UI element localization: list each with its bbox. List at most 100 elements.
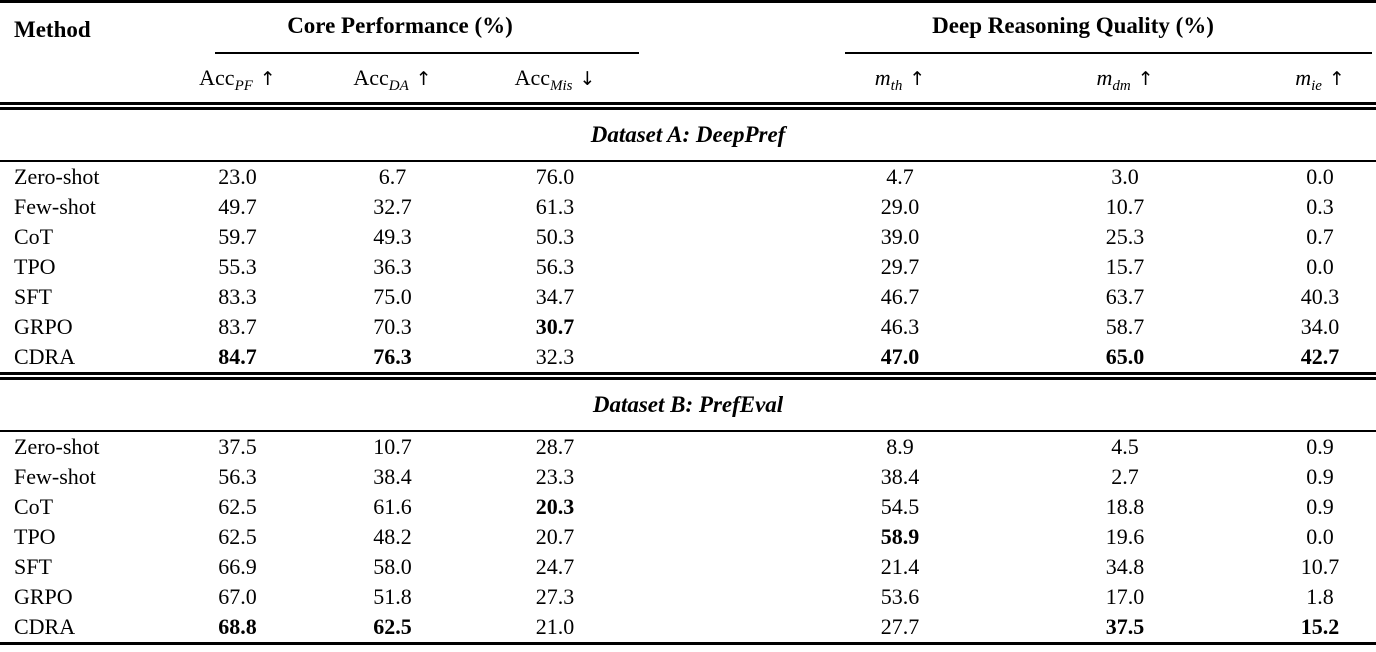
column-gutter-cell [640,342,771,380]
value-cell: 62.5 [218,494,257,519]
metric-header-m-th: mth ↑ [770,54,1031,110]
value-cell: 40.3 [1300,284,1340,309]
table-row: Few-shot 49.7 32.7 61.3 29.0 10.7 0.3 [0,192,1376,222]
value-cell: 58.7 [1105,314,1145,339]
value-cell: 49.3 [373,224,412,249]
metric-subscript: PF [234,78,253,94]
value-cell: 51.8 [373,584,412,609]
value-cell: 34.8 [1105,554,1145,579]
value-cell: 29.0 [880,194,920,219]
value-cell: 28.7 [535,434,575,459]
value-cell: 63.7 [1105,284,1145,309]
group-header-deep-reasoning-label: Deep Reasoning Quality (%) [932,12,1214,38]
column-gutter-cell [640,522,770,552]
table-row: Zero-shot 37.5 10.7 28.7 8.9 4.5 0.9 [0,431,1376,462]
table-row: CDRA 84.7 76.3 32.3 47.0 65.0 42.7 [0,342,1376,380]
metric-base: m [1096,65,1113,90]
up-arrow-icon: ↑ [909,68,926,90]
table-row: GRPO 83.7 70.3 30.7 46.3 58.7 34.0 [0,312,1376,342]
value-cell: 23.0 [218,164,257,189]
value-cell: 30.7 [535,314,575,339]
value-cell: 37.5 [218,434,257,459]
value-cell: 53.6 [880,584,920,609]
value-cell: 62.5 [218,524,257,549]
metric-header-m-ie: mie ↑ [1220,54,1376,110]
method-cell: Few-shot [14,194,96,219]
section-title: Dataset A: DeepPref [0,106,1376,162]
group-header-core-performance: Core Performance (%) [160,2,640,54]
value-cell: 15.2 [1300,614,1340,639]
metric-header-m-dm: mdm ↑ [1030,54,1221,110]
value-cell: 21.4 [880,554,920,579]
value-cell: 76.0 [535,164,575,189]
column-gutter-cell [640,312,770,342]
value-cell: 66.9 [218,554,257,579]
value-cell: 0.3 [1306,194,1334,219]
method-column-header: Method [0,1,160,110]
value-cell: 20.7 [535,524,575,549]
value-cell: 4.5 [1111,434,1139,459]
method-cell: TPO [14,524,56,549]
value-cell: 29.7 [880,254,920,279]
value-cell: 83.3 [218,284,257,309]
value-cell: 46.3 [880,314,920,339]
value-cell: 32.3 [470,342,641,380]
value-cell: 54.5 [880,494,920,519]
metric-base: Acc [353,65,389,90]
value-cell: 75.0 [373,284,412,309]
value-cell: 70.3 [373,314,412,339]
value-cell: 10.7 [1105,194,1145,219]
value-cell: 46.7 [880,284,920,309]
value-cell: 48.2 [373,524,412,549]
up-arrow-icon: ↑ [259,68,276,90]
value-cell: 42.7 [1220,342,1376,380]
value-cell: 36.3 [373,254,412,279]
value-cell: 0.9 [1306,494,1334,519]
value-cell: 65.0 [1030,342,1221,380]
method-cell: Zero-shot [14,164,100,189]
value-cell: 58.0 [373,554,412,579]
down-arrow-icon: ↓ [579,68,596,90]
table-row: CoT 62.5 61.6 20.3 54.5 18.8 0.9 [0,492,1376,522]
section-title-row: Dataset A: DeepPref [0,106,1376,162]
value-cell: 25.3 [1105,224,1145,249]
metric-subscript: DA [388,78,409,94]
value-cell: 17.0 [1105,584,1145,609]
metric-base: Acc [514,65,551,90]
method-cell: CDRA [14,614,76,639]
value-cell: 59.7 [218,224,257,249]
value-cell: 38.4 [373,464,412,489]
value-cell: 0.9 [1306,464,1334,489]
method-cell: CoT [14,224,54,249]
group-header-deep-reasoning: Deep Reasoning Quality (%) [770,2,1376,54]
value-cell: 0.0 [1306,254,1334,279]
method-cell: TPO [14,254,56,279]
method-cell: GRPO [14,314,73,339]
column-gutter-cell [640,582,770,612]
value-cell: 19.6 [1105,524,1145,549]
group-header-row: Method Core Performance (%) Deep Reasoni… [0,1,1376,110]
column-gutter-cell [640,282,770,312]
value-cell: 15.7 [1105,254,1145,279]
value-cell: 0.7 [1306,224,1334,249]
table-row: GRPO 67.0 51.8 27.3 53.6 17.0 1.8 [0,582,1376,612]
value-cell: 37.5 [1105,614,1145,639]
method-cell: SFT [14,554,52,579]
value-cell: 56.3 [218,464,257,489]
table-row: SFT 66.9 58.0 24.7 21.4 34.8 10.7 [0,552,1376,582]
metric-base: m [1295,65,1312,90]
value-cell: 83.7 [218,314,257,339]
metric-header-acc-da: AccDA ↑ [315,54,470,110]
metric-subscript: ie [1311,78,1322,94]
value-cell: 56.3 [535,254,575,279]
value-cell: 0.9 [1306,434,1334,459]
metric-header-acc-mis: AccMis ↓ [470,54,641,110]
method-cell: Few-shot [14,464,96,489]
value-cell: 6.7 [378,164,407,189]
value-cell: 20.3 [535,494,575,519]
method-cell: CDRA [0,342,160,380]
value-cell: 21.0 [535,614,575,639]
value-cell: 68.8 [218,614,257,639]
value-cell: 61.6 [373,494,412,519]
